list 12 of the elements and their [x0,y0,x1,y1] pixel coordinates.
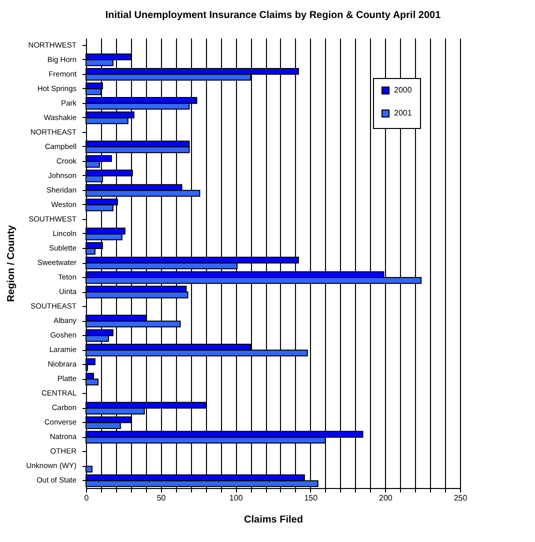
y-axis-title: Region / County [6,224,18,302]
bar [86,466,92,473]
x-tick-label: 0 [84,494,90,502]
x-tick-label: 50 [156,494,166,502]
x-tick-label: 200 [379,494,393,502]
legend-label: 2000 [394,86,412,94]
legend-label: 2001 [394,108,412,118]
x-tick-label: 250 [454,494,468,502]
x-axis-title: Claims Filed [244,514,303,526]
x-tick-label: 150 [304,494,318,502]
chart-title: Initial Unemployment Insurance Claims by Region & County April 2001 [105,10,442,21]
x-tick-label: 100 [229,494,244,502]
